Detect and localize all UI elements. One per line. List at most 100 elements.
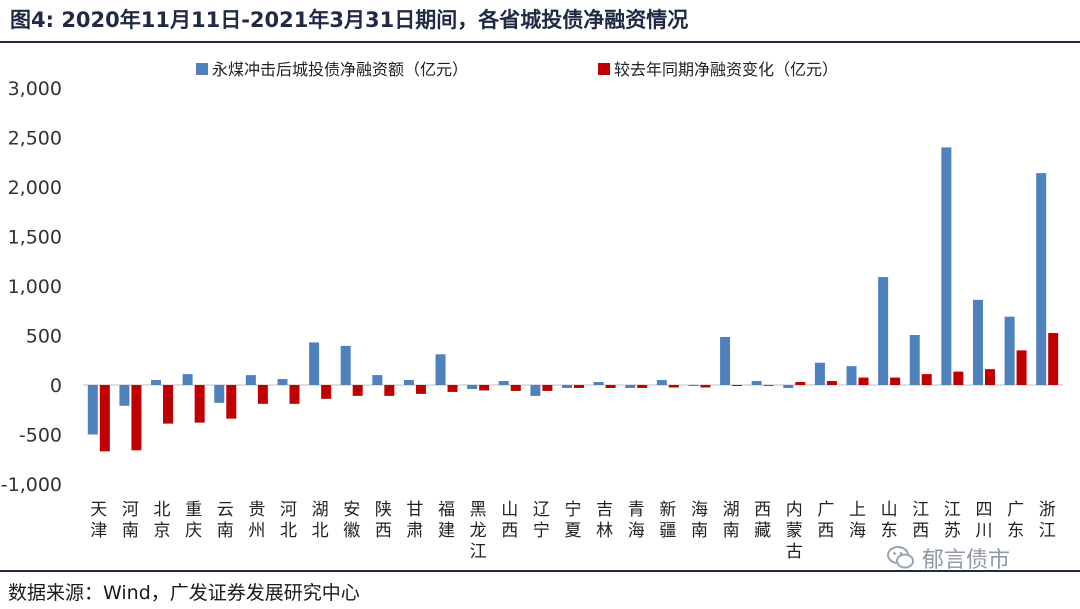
x-tick-label: 陕西: [375, 500, 392, 541]
legend-swatch: [598, 63, 610, 75]
x-tick-label: 福建: [438, 500, 455, 541]
red-bar: [479, 385, 490, 391]
red-bar: [953, 371, 964, 385]
blue-bar: [214, 385, 225, 403]
blue-bar: [562, 385, 572, 388]
x-tick-label: 吉林: [596, 500, 613, 541]
bar-chart: 永煤冲击后城投债净融资额（亿元） 较去年同期净融资变化（亿元） -1,000 -50…: [1, 60, 1063, 562]
source-note: 数据来源：Wind，广发证券发展研究中心: [8, 582, 360, 604]
bar-group: [83, 147, 1063, 452]
x-tick-label: 上海: [849, 500, 866, 541]
x-tick-label: 贵州: [248, 500, 265, 541]
red-bar: [637, 385, 648, 388]
red-bar: [890, 377, 901, 385]
red-bar: [257, 385, 268, 404]
x-tick-label: 江苏: [944, 500, 961, 541]
blue-bar: [498, 381, 509, 385]
x-tick-label: 海南: [691, 500, 708, 541]
y-tick-label: -1,000: [1, 474, 62, 496]
blue-bar: [1004, 316, 1015, 385]
blue-bar: [656, 380, 667, 385]
x-tick-label: 内蒙古: [786, 500, 803, 562]
blue-bar: [783, 385, 794, 388]
x-axis: 天津河南北京重庆云南贵州河北湖北安徽陕西甘肃福建黑龙江山西辽宁宁夏吉林青海新疆海…: [90, 500, 1055, 562]
red-bar: [921, 374, 932, 385]
legend-swatch: [196, 63, 208, 75]
x-tick-label: 甘肃: [406, 500, 423, 541]
red-bar: [858, 377, 869, 385]
blue-bar: [972, 299, 983, 385]
red-bar: [226, 385, 237, 419]
watermark-text: 郁言债市: [922, 548, 1011, 573]
figure-title: 图4: 2020年11月11日-2021年3月31日期间，各省城投债净融资情况: [10, 8, 689, 32]
red-bar: [289, 385, 300, 404]
x-tick-label: 西藏: [754, 500, 771, 541]
x-tick-label: 浙江: [1039, 500, 1056, 541]
blue-bar: [403, 380, 414, 385]
y-axis: -1,000 -500 0 500 1,000 1,500 2,000 2,500 3,000: [1, 78, 62, 496]
red-bar: [826, 381, 837, 385]
blue-bar: [941, 147, 952, 385]
blue-bar: [1036, 173, 1047, 385]
red-bar: [163, 385, 174, 424]
x-tick-label: 湖北: [312, 500, 329, 541]
blue-bar: [467, 385, 478, 389]
x-tick-label: 重庆: [185, 500, 202, 541]
blue-bar: [530, 385, 541, 396]
y-tick-label: 1,500: [8, 227, 62, 249]
red-bar: [732, 385, 743, 386]
blue-bar: [245, 375, 256, 385]
red-bar: [321, 385, 332, 399]
blue-bar: [878, 277, 889, 385]
red-bar: [352, 385, 363, 396]
x-tick-label: 安徽: [343, 500, 360, 541]
chart-legend: 永煤冲击后城投债净融资额（亿元） 较去年同期净融资变化（亿元）: [196, 60, 838, 79]
legend-label: 永煤冲击后城投债净融资额（亿元）: [212, 60, 468, 79]
y-tick-label: 500: [26, 326, 62, 348]
x-tick-label: 云南: [217, 500, 234, 541]
blue-bar: [625, 385, 636, 388]
blue-bar: [87, 385, 98, 435]
source-rule: [0, 570, 1080, 572]
x-tick-label: 江西: [912, 500, 929, 541]
x-tick-label: 北京: [154, 500, 171, 541]
blue-bar: [435, 354, 446, 385]
red-bar: [795, 382, 806, 385]
blue-bar: [909, 335, 920, 385]
red-bar: [700, 385, 711, 388]
blue-bar: [593, 382, 604, 385]
y-tick-label: 3,000: [8, 78, 62, 100]
wechat-logo-icon: [887, 546, 914, 569]
red-bar: [1048, 333, 1059, 385]
x-tick-label: 天津: [90, 500, 107, 541]
blue-bar: [688, 385, 699, 386]
red-bar: [99, 385, 110, 452]
x-tick-label: 山东: [881, 500, 898, 541]
title-rule: [0, 41, 1080, 43]
y-tick-label: 1,000: [8, 276, 62, 298]
red-bar: [384, 385, 395, 396]
legend-label: 较去年同期净融资变化（亿元）: [614, 60, 838, 79]
x-tick-label: 河北: [280, 500, 297, 541]
watermark: 郁言债市: [886, 543, 1010, 573]
red-bar: [510, 385, 521, 391]
y-tick-label: -500: [19, 425, 62, 447]
red-bar: [131, 385, 142, 451]
x-tick-label: 四川: [975, 500, 992, 541]
x-tick-label: 广东: [1007, 500, 1024, 541]
red-bar: [668, 385, 679, 388]
red-bar: [605, 385, 616, 388]
red-bar: [1016, 350, 1027, 385]
x-tick-label: 辽宁: [533, 500, 550, 541]
blue-bar: [309, 342, 320, 385]
red-bar: [194, 385, 205, 423]
blue-bar: [720, 336, 731, 385]
blue-bar: [340, 345, 351, 385]
y-tick-label: 2,000: [8, 177, 62, 199]
x-tick-label: 湖南: [723, 500, 740, 541]
x-tick-label: 宁夏: [565, 500, 582, 541]
blue-bar: [182, 374, 193, 385]
red-bar: [415, 385, 426, 394]
red-bar: [447, 385, 458, 392]
red-bar: [542, 385, 553, 391]
